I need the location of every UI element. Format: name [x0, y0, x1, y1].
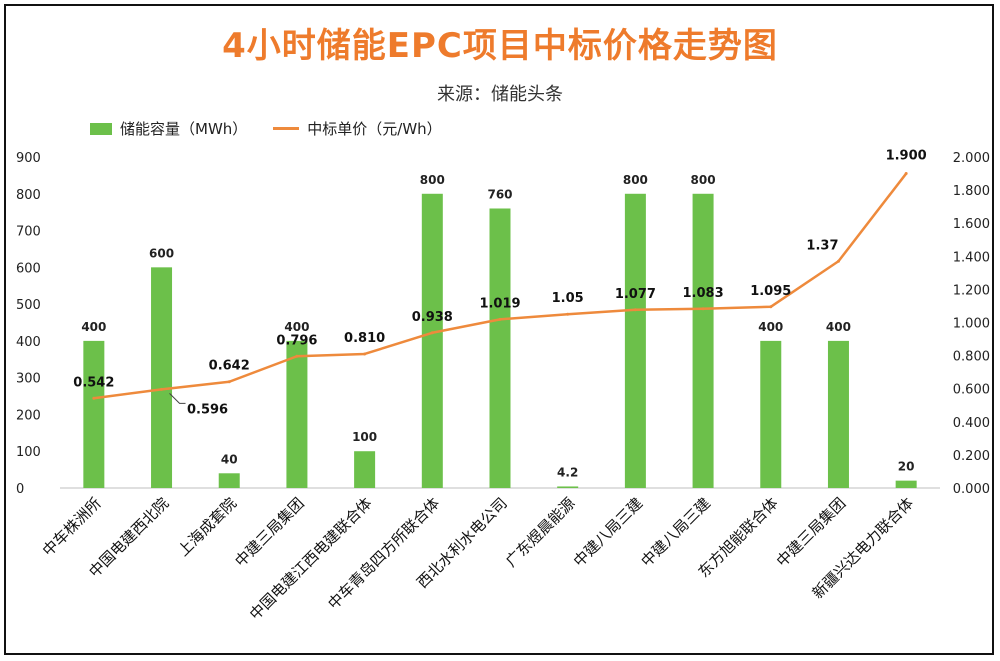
price-value-label: 1.37 [806, 238, 838, 253]
chart-title: 4小时储能EPC项目中标价格走势图 [222, 26, 778, 66]
x-category-label: 广东煜晨能源 [502, 494, 578, 570]
price-label-leader [169, 393, 186, 404]
price-value-label: 0.642 [209, 359, 250, 374]
y-left-tick-label: 0 [16, 482, 24, 497]
y-left-tick-label: 100 [16, 445, 41, 460]
y-right-tick-label: 1.600 [953, 217, 990, 232]
x-category-label: 中国电建江西电建联合体 [246, 494, 375, 623]
bar-value-label: 600 [149, 246, 174, 260]
chart-subtitle: 来源：储能头条 [437, 84, 563, 105]
price-point [701, 307, 705, 311]
price-value-label: 0.938 [412, 310, 453, 325]
bar-capacity [286, 340, 308, 488]
bar-capacity [895, 480, 917, 488]
y-right-tick-label: 2.000 [953, 151, 990, 166]
y-left-tick-label: 500 [16, 298, 41, 313]
price-point [904, 172, 908, 176]
legend-line-label: 中标单价（元/Wh） [307, 120, 442, 138]
bar-capacity [151, 267, 173, 488]
price-value-label: 0.796 [276, 333, 317, 348]
bar-capacity [624, 193, 646, 488]
bar-value-label: 400 [81, 320, 106, 334]
bar-value-label: 20 [898, 460, 915, 474]
legend-bar-swatch [90, 122, 112, 135]
y-left-tick-label: 600 [16, 261, 41, 276]
bar-value-label: 400 [826, 320, 851, 334]
price-value-label: 0.810 [344, 331, 385, 346]
bar-value-label: 40 [221, 452, 238, 466]
x-category-label: 中建八局三建 [638, 494, 714, 570]
bar-capacity [692, 193, 714, 488]
price-point [769, 305, 773, 309]
y-left-tick-label: 900 [16, 151, 41, 166]
y-right-tick-label: 0.000 [953, 482, 990, 497]
y-right-tick-label: 1.000 [953, 317, 990, 332]
x-category-label: 中车株洲所 [39, 494, 105, 560]
y-left-tick-label: 800 [16, 188, 41, 203]
bar-value-label: 400 [758, 320, 783, 334]
price-value-label: 1.05 [552, 291, 584, 306]
y-right-tick-label: 1.200 [953, 283, 990, 298]
price-value-label: 1.095 [750, 284, 791, 299]
bar-capacity [83, 340, 105, 488]
price-value-label: 1.019 [479, 296, 520, 311]
y-right-tick-label: 1.800 [953, 184, 990, 199]
chart-frame [4, 4, 994, 655]
price-point [227, 380, 231, 384]
price-value-label: 0.542 [73, 375, 114, 390]
x-category-label: 上海成套院 [174, 494, 240, 560]
price-value-label: 1.083 [683, 286, 724, 301]
bar-capacity [557, 486, 579, 488]
bar-value-label: 760 [487, 187, 512, 201]
bar-capacity [827, 340, 849, 488]
y-left-tick-label: 200 [16, 408, 41, 423]
legend-item-capacity: 储能容量（MWh） [90, 118, 247, 139]
bar-value-label: 800 [420, 173, 445, 187]
bar-value-label: 100 [352, 430, 377, 444]
chart-legend: 储能容量（MWh） 中标单价（元/Wh） [90, 118, 468, 139]
y-left-tick-label: 700 [16, 225, 41, 240]
y-right-tick-label: 1.400 [953, 250, 990, 265]
bar-value-label: 800 [623, 173, 648, 187]
y-right-tick-label: 0.200 [953, 449, 990, 464]
bar-capacity [421, 193, 443, 488]
y-left-tick-label: 400 [16, 335, 41, 350]
price-point [363, 352, 367, 356]
x-category-label: 中车青岛四方所联合体 [324, 494, 443, 613]
bar-value-label: 400 [284, 320, 309, 334]
bar-capacity [489, 208, 511, 488]
price-point [566, 312, 570, 316]
price-value-label: 0.596 [187, 402, 228, 417]
bar-capacity [760, 340, 782, 488]
y-right-tick-label: 0.800 [953, 350, 990, 365]
bar-capacity [218, 473, 240, 488]
legend-item-price: 中标单价（元/Wh） [273, 118, 442, 139]
price-point [295, 354, 299, 358]
price-point [160, 387, 164, 391]
y-right-tick-label: 0.600 [953, 383, 990, 398]
x-category-label: 中建三局集团 [231, 494, 307, 570]
y-left-tick-label: 300 [16, 372, 41, 387]
bar-value-label: 800 [691, 173, 716, 187]
x-category-label: 中建八局三建 [570, 494, 646, 570]
y-right-tick-label: 0.400 [953, 416, 990, 431]
bar-capacity [354, 451, 376, 488]
price-point [92, 396, 96, 400]
x-category-label: 中建三局集团 [773, 494, 849, 570]
price-point [633, 308, 637, 312]
price-point [498, 317, 502, 321]
legend-line-swatch [273, 127, 300, 130]
price-point [430, 331, 434, 335]
bar-value-label: 4.2 [557, 465, 578, 479]
price-value-label: 1.077 [615, 287, 656, 302]
legend-bar-label: 储能容量（MWh） [120, 120, 248, 138]
price-value-label: 1.900 [886, 149, 927, 164]
price-point [836, 259, 840, 263]
